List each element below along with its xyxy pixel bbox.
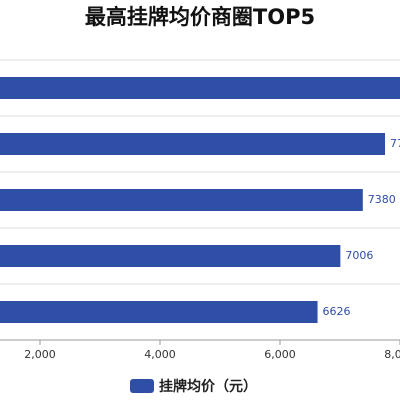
legend-label: 挂牌均价（元）	[159, 378, 257, 395]
data-label: 7750	[390, 137, 400, 150]
chart-title: 最高挂牌均价商圈TOP5	[85, 5, 315, 29]
bar	[0, 245, 341, 267]
x-tick-label: 4,000	[144, 348, 176, 361]
x-tick-label: 8,000	[384, 348, 400, 361]
bar	[0, 77, 400, 99]
data-label: 6626	[323, 305, 351, 318]
legend-swatch	[130, 379, 154, 393]
bar	[0, 301, 318, 323]
data-label: 7380	[368, 193, 396, 206]
x-tick-label: 6,000	[264, 348, 296, 361]
bar	[0, 189, 363, 211]
data-label: 7006	[345, 249, 373, 262]
bar	[0, 133, 385, 155]
x-tick-label: 2,000	[24, 348, 56, 361]
